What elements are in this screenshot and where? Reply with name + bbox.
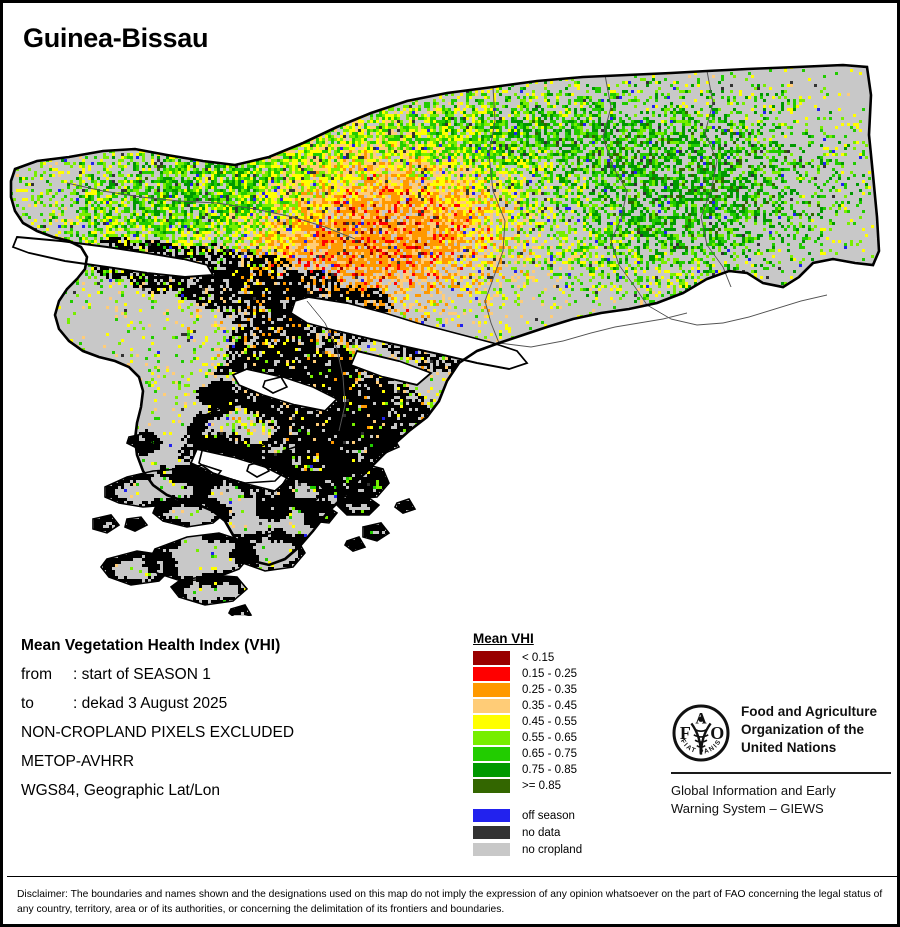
- legend-swatch: [473, 715, 510, 729]
- info-sensor: METOP-AVHRR: [21, 753, 135, 770]
- legend-swatch: [473, 699, 510, 713]
- info-heading: Mean Vegetation Health Index (VHI): [21, 637, 281, 654]
- page-title: Guinea-Bissau: [23, 23, 209, 53]
- info-from-value: : start of SEASON 1: [73, 666, 211, 683]
- legend-label: < 0.15: [522, 652, 555, 664]
- info-to-row: to : dekad 3 August 2025: [21, 689, 441, 718]
- legend-row: 0.65 - 0.75: [473, 746, 653, 762]
- info-note: NON-CROPLAND PIXELS EXCLUDED: [21, 724, 295, 741]
- legend-label: 0.15 - 0.25: [522, 668, 577, 680]
- legend-row: 0.15 - 0.25: [473, 666, 653, 682]
- legend-spacer: [473, 794, 653, 807]
- info-projection: WGS84, Geographic Lat/Lon: [21, 782, 221, 799]
- fao-program-name: Global Information and Early Warning Syst…: [671, 782, 893, 818]
- legend-swatch: [473, 779, 510, 793]
- legend-row-aux: no cropland: [473, 841, 653, 858]
- legend-label: no data: [522, 826, 561, 839]
- info-to-value: : dekad 3 August 2025: [73, 695, 228, 712]
- legend-row: < 0.15: [473, 650, 653, 666]
- legend-swatch: [473, 683, 510, 697]
- legend-row-aux: off season: [473, 807, 653, 824]
- fao-header: F A O FIAT PANIS Food and Agriculture Org…: [671, 703, 893, 763]
- legend: Mean VHI < 0.15 0.15 - 0.25 0.25 - 0.35 0.3…: [473, 631, 653, 858]
- legend-swatch: [473, 809, 510, 822]
- legend-label: 0.45 - 0.55: [522, 716, 577, 728]
- fao-logo-icon: F A O FIAT PANIS: [672, 704, 730, 762]
- legend-row: 0.55 - 0.65: [473, 730, 653, 746]
- legend-label: 0.65 - 0.75: [522, 748, 577, 760]
- legend-class-list: < 0.15 0.15 - 0.25 0.25 - 0.35 0.35 - 0.45 0…: [473, 650, 653, 794]
- legend-row: 0.75 - 0.85: [473, 762, 653, 778]
- map-viewport[interactable]: [7, 51, 897, 616]
- info-from-row: from : start of SEASON 1: [21, 660, 441, 689]
- legend-swatch: [473, 747, 510, 761]
- legend-swatch: [473, 843, 510, 856]
- fao-organization-name: Food and Agriculture Organization of the U…: [741, 703, 877, 757]
- legend-row-aux: no data: [473, 824, 653, 841]
- disclaimer-divider: [7, 876, 897, 877]
- legend-row: >= 0.85: [473, 778, 653, 794]
- info-to-label: to: [21, 695, 34, 712]
- legend-row: 0.35 - 0.45: [473, 698, 653, 714]
- legend-swatch: [473, 763, 510, 777]
- legend-swatch: [473, 731, 510, 745]
- legend-label: 0.35 - 0.45: [522, 700, 577, 712]
- legend-row: 0.45 - 0.55: [473, 714, 653, 730]
- legend-label: 0.55 - 0.65: [522, 732, 577, 744]
- disclaimer-text: Disclaimer: The boundaries and names sho…: [17, 889, 883, 915]
- fao-org-line: Food and Agriculture: [741, 704, 877, 719]
- fao-divider: [671, 772, 891, 774]
- legend-label: 0.25 - 0.35: [522, 684, 577, 696]
- vhi-raster-map[interactable]: [7, 51, 897, 616]
- legend-swatch: [473, 826, 510, 839]
- svg-text:O: O: [710, 723, 724, 743]
- legend-label: >= 0.85: [522, 780, 562, 792]
- legend-swatch: [473, 667, 510, 681]
- legend-label: 0.75 - 0.85: [522, 764, 577, 776]
- info-from-label: from: [21, 666, 52, 683]
- legend-swatch: [473, 651, 510, 665]
- legend-aux-list: off season no data no cropland: [473, 807, 653, 858]
- legend-label: off season: [522, 809, 575, 822]
- fao-program-line: Global Information and Early: [671, 783, 836, 798]
- fao-org-line: United Nations: [741, 740, 837, 755]
- svg-text:F: F: [680, 723, 691, 743]
- legend-title: Mean VHI: [473, 631, 534, 646]
- map-info-block: Mean Vegetation Health Index (VHI) from:…: [21, 631, 441, 805]
- legend-row: 0.25 - 0.35: [473, 682, 653, 698]
- fao-program-line: Warning System – GIEWS: [671, 801, 824, 816]
- fao-branding: F A O FIAT PANIS Food and Agriculture Org…: [671, 703, 893, 818]
- legend-label: no cropland: [522, 843, 583, 856]
- fao-org-line: Organization of the: [741, 722, 864, 737]
